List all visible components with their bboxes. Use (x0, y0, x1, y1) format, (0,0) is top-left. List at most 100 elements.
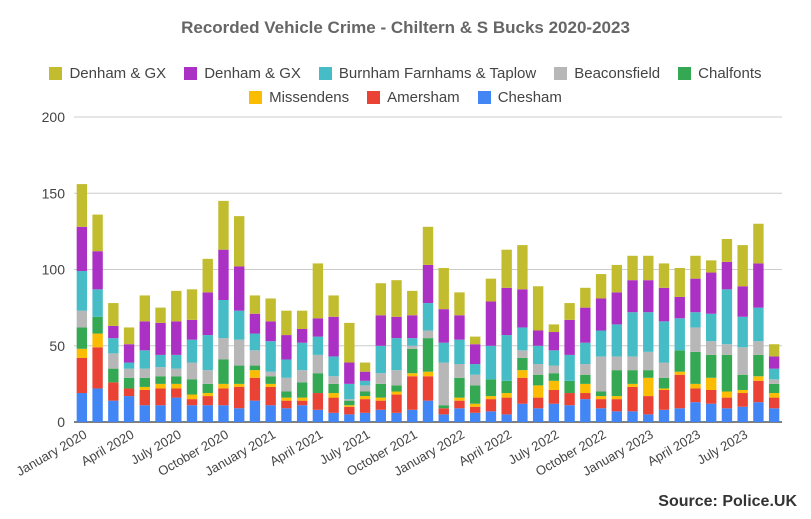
bar-segment (92, 214, 103, 252)
bar-segment (422, 303, 434, 331)
bar-segment (753, 376, 764, 381)
bar-segment (501, 397, 512, 415)
bar-segment (501, 414, 512, 422)
bar-segment (674, 350, 685, 372)
bar-segment (375, 383, 386, 398)
bar-segment (123, 377, 135, 389)
bar-segment (202, 393, 213, 397)
bar-segment (753, 354, 764, 377)
bar-segment (643, 396, 654, 415)
bar-segment (768, 393, 780, 398)
legend-item: Beaconsfield (554, 65, 660, 82)
bar-segment (548, 332, 560, 351)
bar-segment (532, 330, 544, 346)
bar-segment (155, 322, 166, 355)
bar-segment (155, 376, 166, 384)
bar-segment (532, 385, 544, 398)
y-tick-label: 150 (42, 185, 66, 201)
y-axis-ticks: 0 50 100 150 200 (42, 109, 66, 430)
bar-segment (281, 359, 292, 378)
bar-segment (768, 408, 780, 422)
bar-segment (454, 315, 465, 340)
bar-segment (234, 216, 245, 267)
bar-segment (391, 394, 402, 413)
bar-segment (328, 356, 339, 377)
bar-segment (359, 371, 371, 381)
bar-segment (344, 322, 355, 363)
bar-segment (265, 405, 276, 422)
bar-segment (281, 377, 292, 392)
bar-segment (753, 402, 764, 422)
bar-segment (296, 328, 308, 343)
bar-segment (485, 345, 497, 380)
bar-segment (501, 380, 512, 394)
bar-segment (108, 368, 119, 383)
bar-segment (627, 356, 638, 371)
legend-swatch (184, 66, 198, 80)
bar-segment (344, 362, 355, 384)
x-tick-label: January 2020 (14, 427, 90, 479)
legend-row: Missendens Amersham Chesham (0, 86, 811, 108)
bar-segment (548, 380, 560, 390)
bar-segment (202, 258, 213, 293)
bar-segment (643, 255, 654, 281)
bar-segment (438, 267, 449, 310)
bar-segment (532, 345, 544, 365)
bar-segment (580, 383, 591, 394)
bar-segment (234, 383, 245, 387)
bar-segment (391, 385, 402, 392)
legend-swatch (49, 66, 63, 80)
bar-segment (296, 370, 308, 383)
bar-segment (265, 383, 276, 387)
bar-segment (76, 310, 88, 328)
bar-segment (690, 278, 701, 313)
bar-segment (532, 408, 544, 422)
bar-segment (438, 408, 449, 415)
bar-segment (391, 338, 402, 371)
bar-segment (706, 403, 717, 422)
bar-segment (123, 396, 135, 422)
bar-segment (611, 411, 622, 422)
bar-segment (737, 286, 748, 317)
bar-segment (108, 382, 119, 401)
x-tick-label: April 2020 (78, 427, 136, 469)
bar-segment (595, 396, 607, 400)
bar-segment (595, 408, 607, 422)
bar-segment (548, 350, 560, 366)
bar-segment (186, 394, 198, 400)
bar-segment (234, 339, 245, 366)
bar-segment (470, 403, 481, 407)
bar-segment (171, 388, 182, 398)
bar-segment (108, 353, 119, 369)
bar-segment (92, 388, 103, 422)
bar-segment (737, 374, 748, 390)
bar-segment (186, 339, 198, 363)
bar-segment (312, 393, 324, 410)
bar-segment (721, 391, 733, 398)
bar-segment (595, 298, 607, 331)
bar-segment (690, 327, 701, 352)
legend-label: Missendens (269, 88, 350, 106)
bar-segment (517, 289, 528, 328)
bar-segment (485, 379, 497, 397)
bar-segment (92, 316, 103, 334)
bar-segment (186, 289, 198, 320)
bar-segment (501, 287, 512, 336)
bar-segment (737, 389, 748, 394)
bar-segment (123, 388, 135, 397)
bar-segment (470, 344, 481, 365)
bar-segment (580, 399, 591, 422)
bar-segment (422, 400, 434, 422)
bar-segment (186, 405, 198, 422)
bar-segment (548, 365, 560, 374)
bar-segment (359, 412, 371, 422)
bar-segment (76, 327, 88, 349)
bar-segment (470, 364, 481, 375)
bar-segment (202, 370, 213, 384)
bar-segment (438, 405, 449, 409)
bar-segment (721, 408, 733, 422)
bar-segment (108, 303, 119, 326)
bar-segment (249, 313, 261, 334)
bar-segment (753, 223, 764, 264)
bar-segment (674, 374, 685, 409)
